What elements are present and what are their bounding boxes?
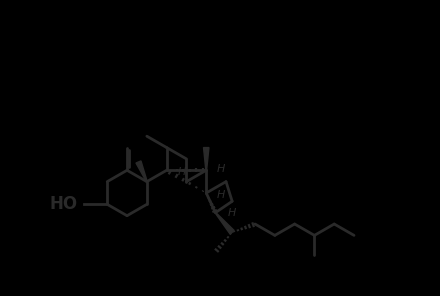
Text: HO: HO	[50, 195, 78, 213]
Polygon shape	[136, 161, 147, 182]
Text: H: H	[177, 167, 186, 177]
Text: H: H	[217, 189, 225, 200]
Polygon shape	[204, 147, 209, 170]
Polygon shape	[215, 213, 234, 234]
Text: H: H	[217, 164, 225, 174]
Text: H: H	[228, 208, 236, 218]
